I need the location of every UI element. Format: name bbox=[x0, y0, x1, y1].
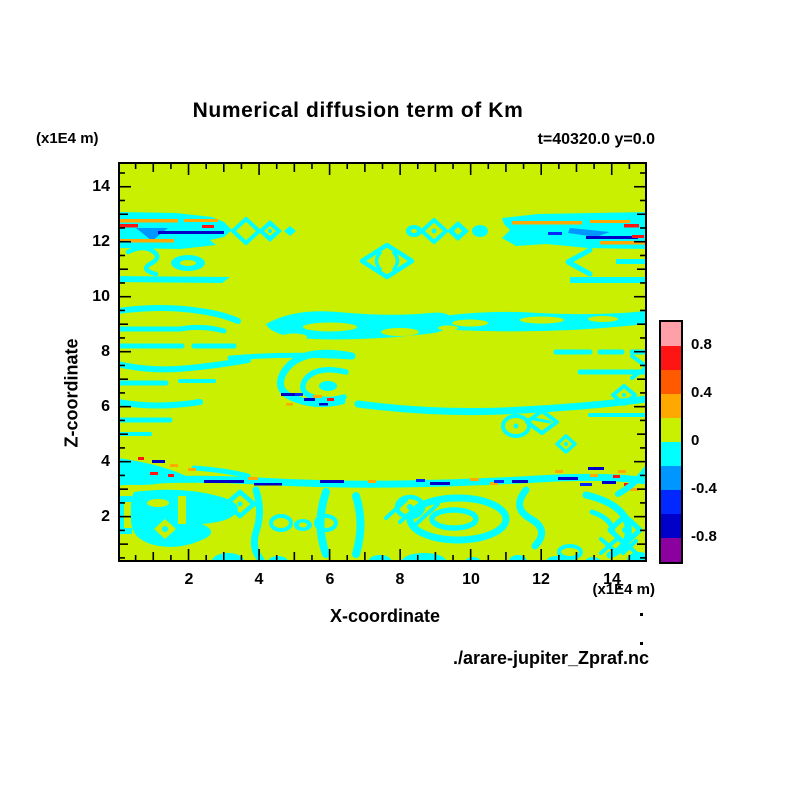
colorbar-segment bbox=[661, 394, 681, 418]
colorbar-segments bbox=[661, 322, 681, 562]
stray-mark bbox=[618, 586, 621, 589]
mid-band-specks bbox=[281, 393, 334, 406]
x-tick-label: 6 bbox=[325, 571, 335, 588]
x-tick-label: 12 bbox=[532, 571, 550, 588]
x-tick-label: 4 bbox=[254, 571, 264, 588]
z-tick-label: 14 bbox=[92, 178, 110, 195]
colorbar-segment bbox=[661, 418, 681, 442]
axis-ticks bbox=[120, 164, 645, 560]
colorbar-segment bbox=[661, 538, 681, 562]
upper-band-diamonds bbox=[231, 217, 488, 245]
x-axis-label: X-coordinate bbox=[329, 606, 440, 626]
z-tick-label: 2 bbox=[101, 508, 110, 525]
colorbar-label: -0.4 bbox=[691, 480, 717, 497]
z-tick-label: 4 bbox=[101, 453, 110, 470]
colorbar bbox=[659, 320, 683, 564]
isolated-diamond-cell bbox=[359, 242, 415, 280]
source-file-label: ./arare-jupiter_Zpraf.nc bbox=[452, 648, 649, 668]
z-tick-label: 12 bbox=[92, 233, 110, 250]
z-tick-label: 8 bbox=[101, 343, 110, 360]
time-annotation: t=40320.0 y=0.0 bbox=[537, 131, 655, 148]
upper-band-substreaks bbox=[118, 245, 647, 283]
x-tick-label: 14 bbox=[603, 571, 621, 588]
z-tick-label: 10 bbox=[92, 288, 110, 305]
x-axis-unit: (x1E4 m) bbox=[592, 581, 655, 598]
colorbar-label: 0.4 bbox=[691, 384, 712, 401]
upper-band-right bbox=[502, 212, 647, 249]
colorbar-segment bbox=[661, 322, 681, 346]
colorbar-segment bbox=[661, 370, 681, 394]
colorbar-segment bbox=[661, 346, 681, 370]
plot-frame bbox=[118, 162, 647, 562]
colorbar-segment bbox=[661, 514, 681, 538]
contour-plot bbox=[118, 162, 647, 562]
colorbar-label: 0 bbox=[691, 432, 700, 449]
x-tick-label: 2 bbox=[184, 571, 194, 588]
colorbar-label: -0.8 bbox=[691, 528, 717, 545]
colorbar-segment bbox=[661, 490, 681, 514]
colorbar-label: 0.8 bbox=[691, 336, 712, 353]
z-tick-label: 6 bbox=[101, 398, 110, 415]
upper-band-left bbox=[118, 212, 232, 249]
colorbar-segment bbox=[661, 442, 681, 466]
x-tick-label: 10 bbox=[462, 571, 480, 588]
stray-mark bbox=[640, 642, 643, 645]
z-axis-unit: (x1E4 m) bbox=[36, 130, 99, 147]
mid-band bbox=[118, 305, 647, 454]
stray-mark bbox=[640, 613, 643, 616]
colorbar-segment bbox=[661, 466, 681, 490]
speck-line bbox=[118, 457, 647, 491]
x-tick-label: 8 bbox=[395, 571, 405, 588]
chart-title: Numerical diffusion term of Km bbox=[192, 99, 524, 122]
